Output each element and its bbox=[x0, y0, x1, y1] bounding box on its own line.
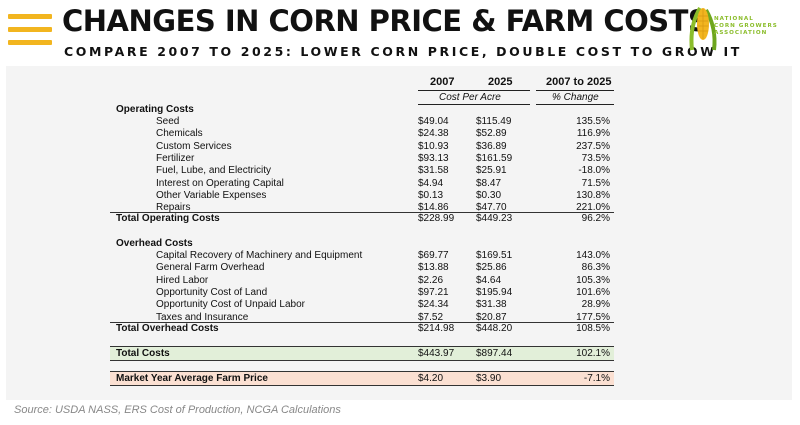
row-label: Chemicals bbox=[156, 128, 203, 140]
row-value-2025: $52.89 bbox=[476, 128, 507, 140]
corn-icon bbox=[689, 6, 717, 51]
farm-price-label: Market Year Average Farm Price bbox=[116, 373, 268, 384]
row-pct-change: 28.9% bbox=[581, 299, 610, 311]
header-underline bbox=[418, 90, 530, 91]
row-value-2007: $2.26 bbox=[418, 274, 444, 286]
section-header-operating: Operating Costs bbox=[116, 104, 194, 115]
row-label: Interest on Operating Capital bbox=[156, 177, 284, 189]
farm-price-2025: $3.90 bbox=[476, 373, 502, 384]
farm-price-highlight bbox=[110, 371, 614, 386]
row-value-2025: $47.70 bbox=[476, 202, 507, 214]
row-value-2007: $0.13 bbox=[418, 189, 444, 201]
row-pct-change: 71.5% bbox=[581, 177, 610, 189]
total-overhead-change: 108.5% bbox=[576, 323, 610, 334]
row-pct-change: 116.9% bbox=[576, 128, 610, 140]
subheader-cost-per-acre: Cost Per Acre bbox=[439, 92, 501, 103]
row-pct-change: 221.0% bbox=[576, 202, 610, 214]
total-operating-label: Total Operating Costs bbox=[116, 213, 220, 224]
row-value-2025: $4.64 bbox=[476, 274, 502, 286]
row-value-2007: $31.58 bbox=[418, 165, 449, 177]
farm-price-change: -7.1% bbox=[583, 373, 610, 384]
row-pct-change: 143.0% bbox=[576, 250, 610, 261]
row-label: Other Variable Expenses bbox=[156, 189, 267, 201]
header-underline bbox=[418, 104, 530, 105]
row-label: Capital Recovery of Machinery and Equipm… bbox=[156, 250, 363, 261]
section-header-overhead: Overhead Costs bbox=[116, 238, 193, 249]
total-costs-2025: $897.44 bbox=[476, 348, 513, 359]
row-pct-change: 73.5% bbox=[581, 152, 610, 164]
page-subtitle: COMPARE 2007 TO 2025: LOWER CORN PRICE, … bbox=[64, 44, 742, 59]
total-costs-label: Total Costs bbox=[116, 348, 170, 359]
subheader-pct-change: % Change bbox=[552, 92, 599, 103]
row-value-2025: $8.47 bbox=[476, 177, 502, 189]
row-value-2025: $195.94 bbox=[476, 286, 513, 298]
col-header-2007: 2007 bbox=[430, 76, 455, 88]
subtotal-rule bbox=[110, 322, 614, 323]
row-value-2025: $36.89 bbox=[476, 140, 507, 152]
row-value-2007: $10.93 bbox=[418, 140, 449, 152]
row-pct-change: -18.0% bbox=[578, 165, 610, 177]
page-title: CHANGES IN CORN PRICE & FARM COSTS bbox=[62, 4, 709, 38]
row-value-2025: $31.38 bbox=[476, 299, 507, 311]
total-overhead-2007: $214.98 bbox=[418, 323, 455, 334]
row-value-2007: $69.77 bbox=[418, 250, 449, 261]
total-operating-2007: $228.99 bbox=[418, 213, 455, 224]
row-value-2007: $93.13 bbox=[418, 152, 449, 164]
logo-text: NATIONAL CORN GROWERS ASSOCIATION bbox=[714, 16, 778, 36]
row-pct-change: 237.5% bbox=[576, 140, 610, 152]
row-value-2025: $25.86 bbox=[476, 262, 507, 274]
col-header-change: 2007 to 2025 bbox=[546, 76, 612, 88]
total-costs-highlight bbox=[110, 346, 614, 361]
row-pct-change: 130.8% bbox=[576, 189, 610, 201]
cost-table-panel: 2007 2025 2007 to 2025 Cost Per Acre % C… bbox=[6, 66, 792, 400]
row-value-2025: $115.49 bbox=[476, 116, 512, 127]
row-label: Hired Labor bbox=[156, 274, 209, 286]
total-overhead-2025: $448.20 bbox=[476, 323, 513, 334]
subtotal-rule bbox=[110, 212, 614, 213]
row-value-2007: $13.88 bbox=[418, 262, 449, 274]
row-value-2025: $25.91 bbox=[476, 165, 507, 177]
row-label: Opportunity Cost of Unpaid Labor bbox=[156, 299, 305, 311]
ncga-logo: NATIONAL CORN GROWERS ASSOCIATION bbox=[688, 2, 798, 54]
row-value-2007: $24.34 bbox=[418, 299, 449, 311]
row-label: General Farm Overhead bbox=[156, 262, 265, 274]
row-value-2007: $97.21 bbox=[418, 286, 449, 298]
col-header-2025: 2025 bbox=[488, 76, 513, 88]
row-value-2007: $7.52 bbox=[418, 311, 444, 323]
row-label: Opportunity Cost of Land bbox=[156, 286, 268, 298]
row-pct-change: 101.6% bbox=[576, 286, 610, 298]
row-label: Repairs bbox=[156, 202, 191, 214]
source-note: Source: USDA NASS, ERS Cost of Productio… bbox=[14, 404, 341, 416]
row-value-2007: $14.86 bbox=[418, 202, 449, 214]
farm-price-2007: $4.20 bbox=[418, 373, 444, 384]
row-value-2007: $24.38 bbox=[418, 128, 449, 140]
row-value-2025: $169.51 bbox=[476, 250, 513, 261]
row-value-2007: $4.94 bbox=[418, 177, 444, 189]
row-pct-change: 105.3% bbox=[576, 274, 610, 286]
total-operating-change: 96.2% bbox=[581, 213, 610, 224]
row-pct-change: 135.5% bbox=[576, 116, 610, 127]
total-costs-2007: $443.97 bbox=[418, 348, 455, 359]
total-overhead-label: Total Overhead Costs bbox=[116, 323, 219, 334]
total-operating-2025: $449.23 bbox=[476, 213, 513, 224]
header-underline bbox=[536, 90, 614, 91]
row-value-2025: $0.30 bbox=[476, 189, 502, 201]
row-value-2025: $20.87 bbox=[476, 311, 507, 323]
row-value-2007: $49.04 bbox=[418, 116, 449, 127]
row-value-2025: $161.59 bbox=[476, 152, 513, 164]
row-label: Fuel, Lube, and Electricity bbox=[156, 165, 272, 177]
row-label: Taxes and Insurance bbox=[156, 311, 249, 323]
header-underline bbox=[536, 104, 614, 105]
row-label: Custom Services bbox=[156, 140, 232, 152]
row-label: Fertilizer bbox=[156, 152, 195, 164]
row-pct-change: 86.3% bbox=[581, 262, 610, 274]
row-pct-change: 177.5% bbox=[576, 311, 610, 323]
row-label: Seed bbox=[156, 116, 180, 127]
menu-lines-icon bbox=[8, 14, 52, 54]
total-costs-change: 102.1% bbox=[576, 348, 610, 359]
